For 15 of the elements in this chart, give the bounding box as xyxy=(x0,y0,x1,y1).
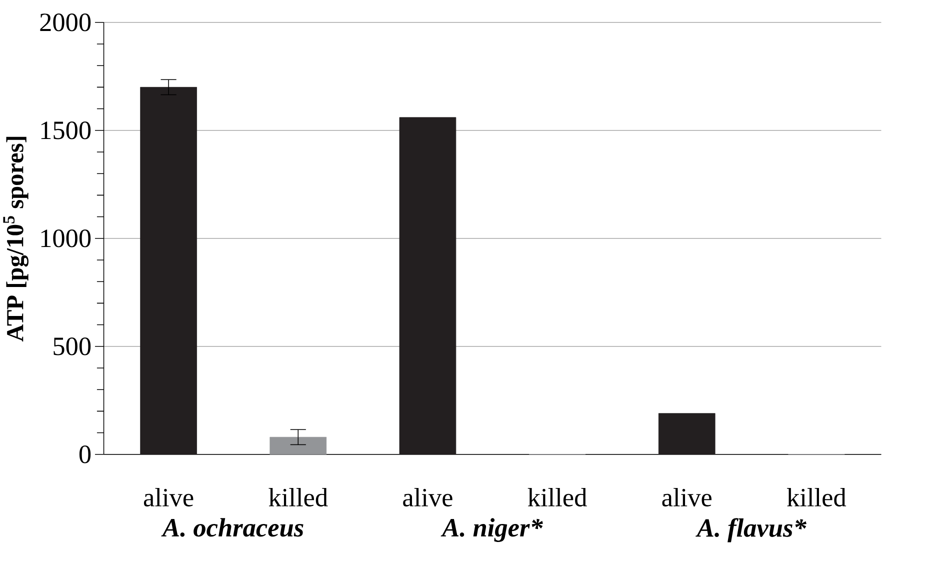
y-axis-title: ATP [pg/10$^{5}$ spores] xyxy=(3,136,28,342)
y-tick-label: 500 xyxy=(54,337,91,356)
y-tick-label: 1500 xyxy=(41,121,91,140)
x-tick-label: killed xyxy=(268,488,328,506)
y-tick-label: 0 xyxy=(79,445,91,464)
x-tick-label: alive xyxy=(144,488,194,506)
text: A. niger* xyxy=(440,518,543,542)
x-tick-label: killed xyxy=(528,488,587,506)
y-tick-label: 2000 xyxy=(40,13,91,32)
x-tick-label: alive xyxy=(662,488,712,506)
text: A. ochraceus xyxy=(161,518,304,537)
y-tick-label: 1000 xyxy=(41,229,91,248)
text: A. flavus* xyxy=(696,518,806,542)
x-tick-label: alive xyxy=(403,488,452,506)
x-tick-label: killed xyxy=(787,488,846,506)
